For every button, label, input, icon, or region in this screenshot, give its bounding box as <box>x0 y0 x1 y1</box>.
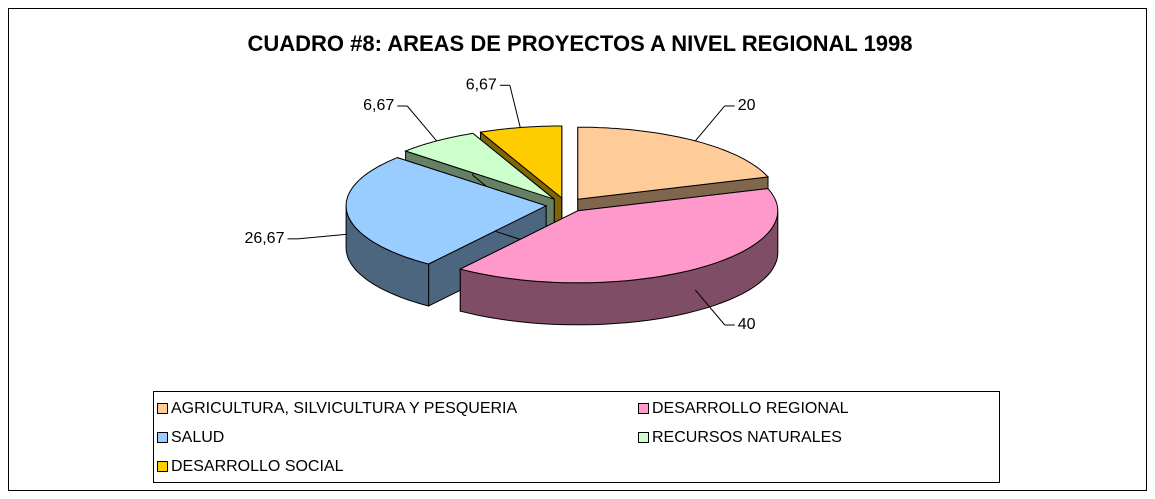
data-label: 6,67 <box>466 76 497 93</box>
legend-box <box>153 391 1000 483</box>
legend-label: DESARROLLO REGIONAL <box>652 400 849 417</box>
data-label: 20 <box>738 97 756 114</box>
legend-swatch <box>157 461 168 472</box>
data-label: 40 <box>738 316 756 333</box>
legend-label: AGRICULTURA, SILVICULTURA Y PESQUERIA <box>171 400 517 417</box>
legend-label: RECURSOS NATURALES <box>652 429 842 446</box>
leader-line <box>406 105 438 142</box>
legend-swatch <box>638 403 649 414</box>
legend-swatch <box>638 432 649 443</box>
legend-label: SALUD <box>171 429 224 446</box>
leader-line <box>694 105 726 142</box>
data-label: 6,67 <box>363 97 394 114</box>
leader-line <box>509 85 521 128</box>
legend-swatch <box>157 432 168 443</box>
chart-title: CUADRO #8: AREAS DE PROYECTOS A NIVEL RE… <box>247 31 912 56</box>
legend-label: DESARROLLO SOCIAL <box>171 458 344 475</box>
pie-slice <box>345 157 548 265</box>
legend-swatch <box>157 403 168 414</box>
data-label: 26,67 <box>244 230 284 247</box>
pie-slice <box>458 188 779 284</box>
leader-line <box>297 233 348 240</box>
leader-line <box>694 289 726 326</box>
